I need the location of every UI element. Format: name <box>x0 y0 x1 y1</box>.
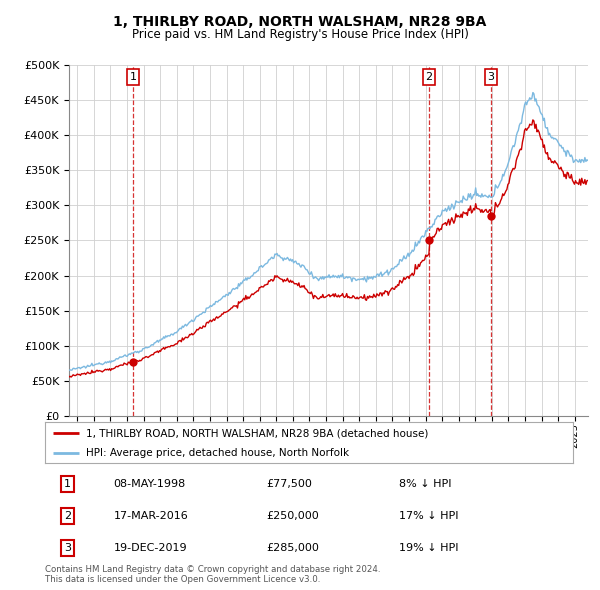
Text: Price paid vs. HM Land Registry's House Price Index (HPI): Price paid vs. HM Land Registry's House … <box>131 28 469 41</box>
Text: 17% ↓ HPI: 17% ↓ HPI <box>399 511 458 521</box>
Text: 19-DEC-2019: 19-DEC-2019 <box>113 543 187 553</box>
Text: This data is licensed under the Open Government Licence v3.0.: This data is licensed under the Open Gov… <box>45 575 320 584</box>
Text: 2: 2 <box>425 72 433 82</box>
Text: 2: 2 <box>64 511 71 521</box>
Text: 8% ↓ HPI: 8% ↓ HPI <box>399 478 451 489</box>
Text: 1: 1 <box>130 72 137 82</box>
Text: 1: 1 <box>64 478 71 489</box>
Text: 17-MAR-2016: 17-MAR-2016 <box>113 511 188 521</box>
Text: 08-MAY-1998: 08-MAY-1998 <box>113 478 186 489</box>
Text: 3: 3 <box>488 72 494 82</box>
Text: 1, THIRLBY ROAD, NORTH WALSHAM, NR28 9BA: 1, THIRLBY ROAD, NORTH WALSHAM, NR28 9BA <box>113 15 487 29</box>
Text: £77,500: £77,500 <box>267 478 313 489</box>
Text: 1, THIRLBY ROAD, NORTH WALSHAM, NR28 9BA (detached house): 1, THIRLBY ROAD, NORTH WALSHAM, NR28 9BA… <box>86 428 428 438</box>
Text: £285,000: £285,000 <box>267 543 320 553</box>
Text: Contains HM Land Registry data © Crown copyright and database right 2024.: Contains HM Land Registry data © Crown c… <box>45 565 380 574</box>
Text: 19% ↓ HPI: 19% ↓ HPI <box>399 543 458 553</box>
Text: HPI: Average price, detached house, North Norfolk: HPI: Average price, detached house, Nort… <box>86 448 349 458</box>
Text: £250,000: £250,000 <box>267 511 320 521</box>
Text: 3: 3 <box>64 543 71 553</box>
